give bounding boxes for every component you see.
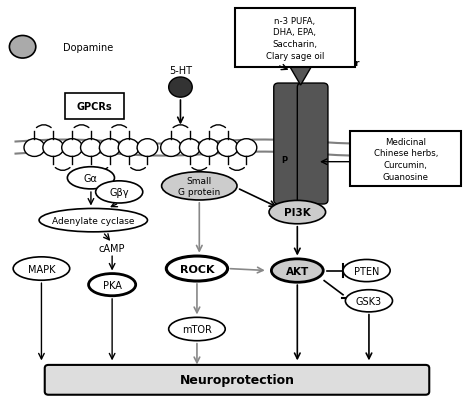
- Text: ROCK: ROCK: [180, 264, 214, 274]
- Text: Gα: Gα: [84, 173, 98, 183]
- Ellipse shape: [166, 256, 228, 281]
- Text: cAMP: cAMP: [99, 244, 126, 254]
- Ellipse shape: [67, 167, 115, 190]
- Ellipse shape: [96, 181, 143, 203]
- Circle shape: [169, 78, 192, 98]
- Circle shape: [161, 139, 182, 157]
- Text: GSK3: GSK3: [356, 296, 382, 306]
- Circle shape: [81, 139, 101, 157]
- FancyBboxPatch shape: [297, 84, 328, 205]
- Ellipse shape: [89, 274, 136, 296]
- Text: AKT: AKT: [286, 266, 309, 276]
- Ellipse shape: [39, 209, 147, 232]
- Text: Growth factor receptor: Growth factor receptor: [242, 59, 359, 68]
- Text: Medicinal
Chinese herbs,
Curcumin,
Guanosine: Medicinal Chinese herbs, Curcumin, Guano…: [374, 137, 438, 181]
- Ellipse shape: [169, 318, 225, 341]
- Circle shape: [180, 139, 200, 157]
- Text: PTEN: PTEN: [354, 266, 379, 276]
- Text: Gβγ: Gβγ: [109, 188, 129, 197]
- Circle shape: [100, 139, 120, 157]
- Ellipse shape: [269, 201, 326, 224]
- Text: GPCRs: GPCRs: [76, 102, 112, 112]
- Circle shape: [236, 139, 257, 157]
- FancyBboxPatch shape: [350, 132, 461, 186]
- Circle shape: [24, 139, 45, 157]
- FancyBboxPatch shape: [235, 9, 355, 68]
- Text: Dopamine: Dopamine: [63, 43, 113, 53]
- Ellipse shape: [343, 260, 390, 282]
- Text: MAPK: MAPK: [27, 264, 55, 274]
- FancyBboxPatch shape: [274, 84, 304, 205]
- Text: n-3 PUFA,
DHA, EPA,
Saccharin,
Clary sage oil: n-3 PUFA, DHA, EPA, Saccharin, Clary sag…: [266, 17, 324, 61]
- Text: P: P: [281, 156, 287, 165]
- FancyBboxPatch shape: [45, 365, 429, 395]
- Text: PKA: PKA: [103, 280, 121, 290]
- Circle shape: [118, 139, 139, 157]
- Circle shape: [62, 139, 82, 157]
- Polygon shape: [286, 62, 315, 86]
- Ellipse shape: [13, 257, 70, 281]
- FancyBboxPatch shape: [65, 94, 124, 120]
- Circle shape: [43, 139, 64, 157]
- Circle shape: [9, 36, 36, 59]
- Circle shape: [198, 139, 219, 157]
- Text: mTOR: mTOR: [182, 324, 212, 334]
- Ellipse shape: [346, 290, 392, 312]
- Text: Adenylate cyclase: Adenylate cyclase: [52, 216, 135, 225]
- Ellipse shape: [272, 259, 323, 283]
- Text: 5-HT: 5-HT: [169, 66, 192, 76]
- Circle shape: [137, 139, 158, 157]
- Text: PI3K: PI3K: [284, 208, 310, 217]
- Text: Small
G protein: Small G protein: [178, 177, 220, 196]
- Circle shape: [217, 139, 238, 157]
- Ellipse shape: [162, 173, 237, 200]
- Text: Neuroprotection: Neuroprotection: [180, 373, 294, 386]
